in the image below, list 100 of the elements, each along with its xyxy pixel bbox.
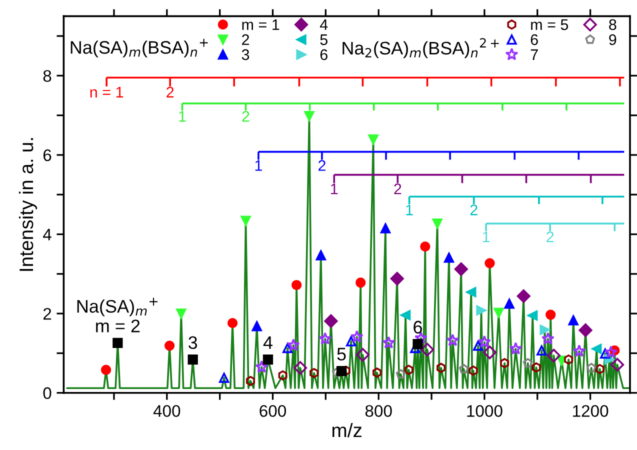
point: [600, 348, 610, 359]
point: [476, 305, 486, 316]
legend-label: m = 1: [242, 19, 280, 30]
annotation: 2: [394, 184, 402, 194]
point: [528, 310, 538, 321]
point: [466, 287, 476, 298]
point: [458, 364, 469, 374]
point: [482, 346, 497, 360]
annotation: 2: [546, 231, 554, 242]
y-axis-title: Intensity in a. u.: [18, 138, 38, 271]
y-tick-label: 6: [43, 149, 52, 162]
point: [420, 241, 430, 252]
legend-label: 9: [609, 34, 616, 46]
legend-label: 2: [242, 34, 249, 45]
point: [400, 310, 411, 320]
annotation: 1: [482, 232, 490, 242]
point: [454, 262, 468, 276]
point: [372, 368, 382, 378]
annotation: 2: [470, 204, 478, 216]
annotation: 1: [331, 184, 338, 194]
point: [293, 361, 308, 375]
point: [540, 324, 550, 335]
annotation: 1: [179, 111, 186, 122]
point: [291, 280, 302, 290]
point: [164, 340, 175, 351]
legend-label: 6: [320, 49, 328, 60]
point: [336, 366, 347, 376]
point: [604, 346, 618, 358]
point: [522, 358, 533, 368]
point: [572, 344, 586, 357]
point: [595, 364, 604, 374]
point: [484, 258, 495, 268]
legend-label: m = 5: [531, 19, 568, 30]
point: [218, 372, 230, 383]
point: [494, 308, 504, 318]
point: [324, 314, 338, 328]
point: [432, 218, 442, 229]
annotation: 2: [166, 86, 174, 98]
annotation: 1: [406, 204, 413, 216]
annotation: 1: [255, 160, 262, 171]
point: [436, 362, 446, 373]
point: [516, 289, 530, 303]
point: [262, 354, 274, 365]
x-axis-title: m/z: [332, 422, 362, 438]
point: [356, 348, 370, 362]
point: [227, 318, 238, 328]
point: [255, 360, 268, 373]
legend-label: 5: [320, 34, 328, 46]
point: [346, 336, 356, 346]
point: [176, 308, 186, 319]
point: [318, 332, 332, 345]
x-tick-label: 1200: [573, 405, 608, 417]
annotation: n = 1: [90, 86, 124, 98]
y-tick-label: 8: [43, 70, 52, 82]
y-tick-label: 0: [43, 387, 52, 400]
annotation: 5: [337, 348, 346, 361]
point: [504, 298, 514, 309]
annotation: m = 2: [96, 320, 140, 332]
point: [380, 223, 391, 234]
point: [610, 358, 624, 372]
legend-label: 4: [320, 19, 328, 30]
annotation: 3: [188, 336, 198, 350]
annotation: 4: [263, 336, 272, 349]
point: [468, 366, 478, 376]
x-tick-label: 600: [260, 405, 286, 417]
point: [188, 354, 198, 365]
point: [100, 364, 112, 375]
point: [240, 216, 251, 226]
point: [444, 252, 454, 263]
point: [536, 345, 547, 356]
legend-label: 3: [242, 49, 250, 60]
point: [578, 323, 592, 338]
point: [564, 354, 574, 365]
annotation: 2: [318, 160, 326, 171]
point: [396, 369, 406, 378]
point: [316, 250, 326, 260]
point: [592, 344, 602, 354]
point: [586, 362, 596, 372]
annotation: Na(SA)$_{m}$(BSA)$_{n}$$^{+}$: [70, 38, 208, 58]
legend-label: 8: [609, 19, 616, 30]
point: [390, 272, 404, 286]
annotation: Na(SA)$_{m}$$^{+}$: [77, 298, 158, 316]
point: [509, 342, 522, 355]
x-tick-label: 800: [365, 405, 392, 417]
y-tick-label: 4: [43, 228, 52, 240]
x-tick-label: 400: [153, 405, 180, 417]
point: [350, 330, 364, 343]
point: [446, 334, 460, 346]
point: [382, 336, 396, 349]
legend-label: 7: [530, 49, 538, 60]
point: [252, 321, 262, 332]
point: [286, 338, 300, 351]
point: [546, 310, 556, 320]
point: [568, 315, 578, 326]
annotation: 2: [242, 110, 250, 122]
point: [404, 364, 414, 375]
point: [546, 348, 561, 362]
point: [473, 340, 484, 351]
point: [532, 362, 541, 373]
point: [304, 111, 314, 122]
